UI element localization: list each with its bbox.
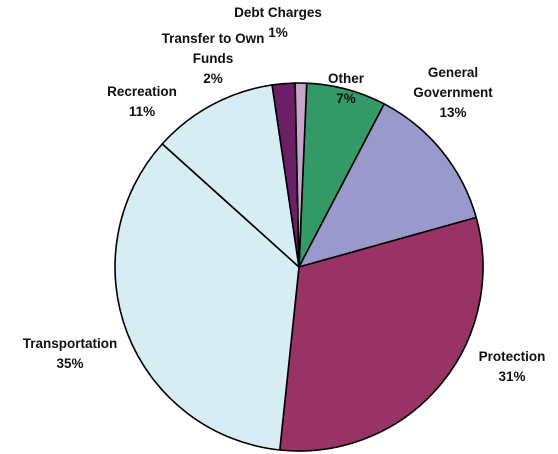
slice-label-transfer-to-own-funds: Transfer to Own Funds 2% — [162, 31, 265, 86]
slice-percent: 7% — [336, 91, 356, 106]
slice-percent: 1% — [268, 25, 288, 40]
pie-slice-protection — [278, 216, 484, 452]
slice-percent: 2% — [203, 71, 223, 86]
slice-percent: 35% — [56, 356, 83, 371]
slice-percent: 11% — [129, 104, 155, 119]
slice-label-transportation: Transportation 35% — [23, 336, 118, 371]
pie-slice-recreation — [161, 84, 300, 268]
slice-label-protection: Protection 31% — [479, 349, 546, 384]
slice-percent: 31% — [498, 369, 525, 384]
pie-slice-debt-charges — [294, 82, 308, 268]
pie-labels: Other 7% General Government 13% Protection 31%… — [23, 5, 546, 384]
pie-slices — [114, 82, 484, 452]
pie-slice-general-government — [298, 103, 478, 268]
slice-label-general-government: General Government 13% — [413, 65, 493, 120]
slice-label-recreation: Recreation 11% — [107, 84, 177, 119]
slice-label-debt-charges: Debt Charges 1% — [234, 5, 322, 40]
slice-percent: 13% — [439, 105, 466, 120]
pie-slice-transportation — [114, 143, 300, 451]
slice-label-other: Other 7% — [328, 71, 365, 106]
